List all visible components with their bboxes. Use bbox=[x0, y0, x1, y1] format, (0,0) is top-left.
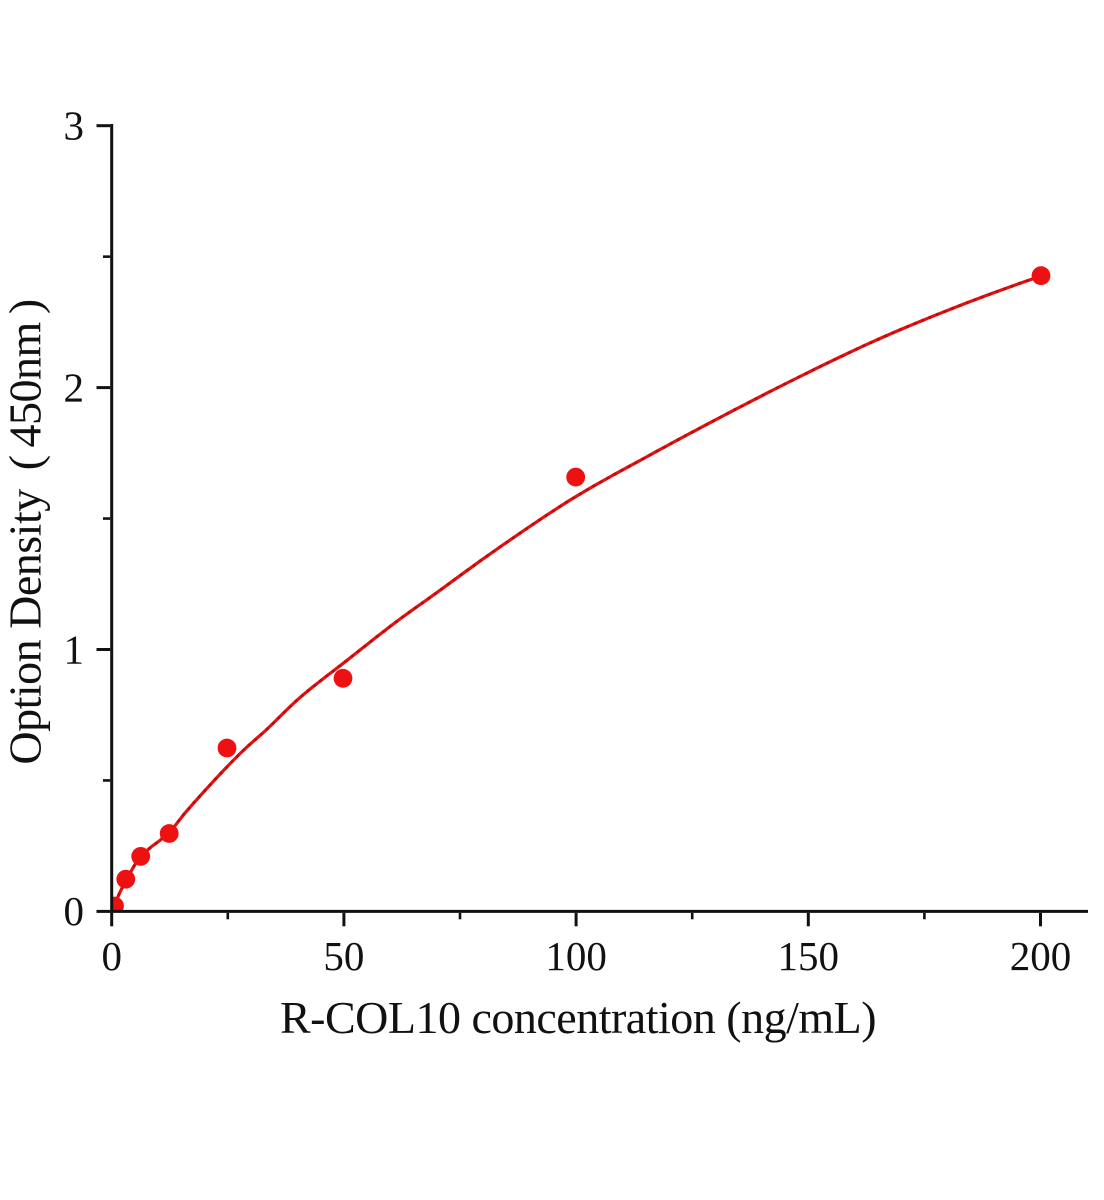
svg-text:200: 200 bbox=[1010, 933, 1072, 979]
svg-text:50: 50 bbox=[323, 933, 364, 979]
svg-text:Option Density (450nm): Option Density (450nm) bbox=[0, 299, 51, 764]
svg-text:2: 2 bbox=[64, 364, 85, 410]
svg-text:0: 0 bbox=[64, 888, 85, 934]
svg-text:150: 150 bbox=[778, 933, 840, 979]
svg-text:1: 1 bbox=[64, 626, 85, 672]
svg-text:0: 0 bbox=[101, 933, 122, 979]
svg-text:R-COL10 concentration (ng/mL): R-COL10 concentration (ng/mL) bbox=[280, 992, 876, 1043]
svg-text:100: 100 bbox=[545, 933, 607, 979]
svg-text:3: 3 bbox=[64, 103, 85, 149]
